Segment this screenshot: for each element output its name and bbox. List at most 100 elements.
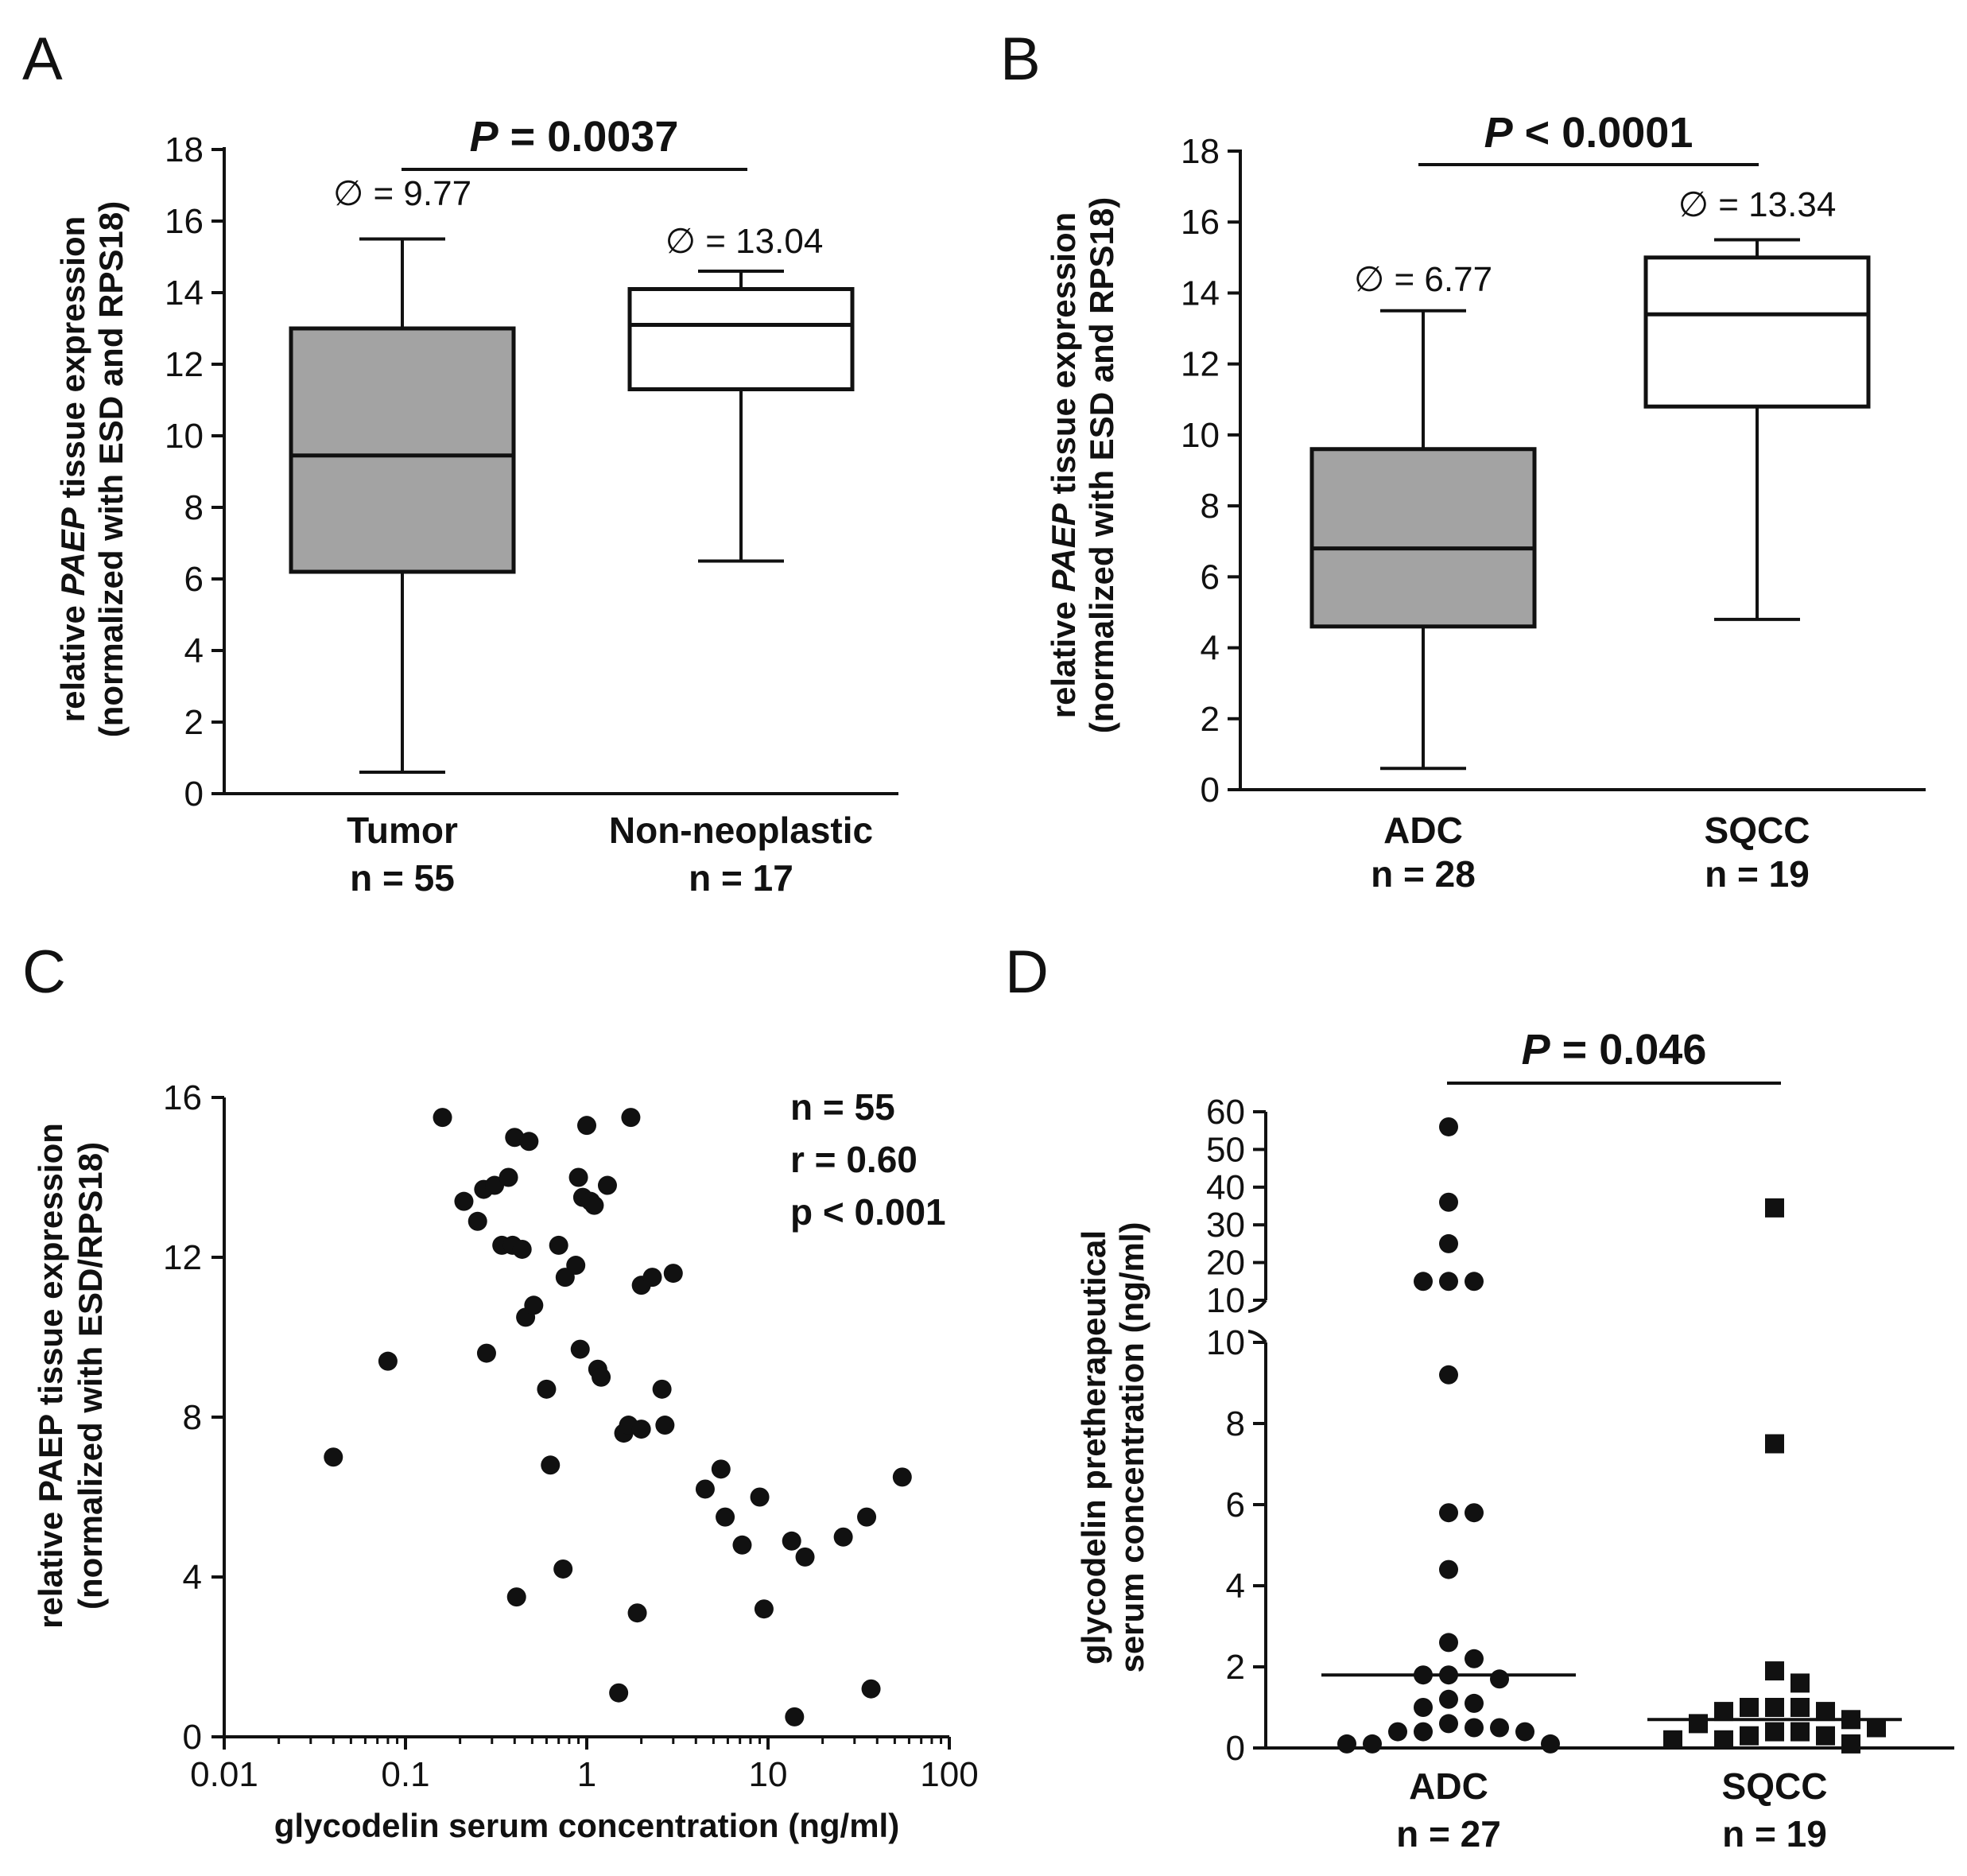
panel-d: D glycodelin pretherapeutical serum conc… bbox=[1005, 938, 1954, 1855]
scatter-point bbox=[711, 1459, 731, 1479]
scatter-point bbox=[857, 1507, 877, 1527]
non-neoplastic-category-label: Non-neoplastic bbox=[609, 810, 873, 851]
adc-point bbox=[1439, 1689, 1458, 1709]
panel-c-xtick-label: 1 bbox=[577, 1755, 596, 1794]
panel-d-y-axis-label: glycodelin pretherapeutical bbox=[1075, 1230, 1112, 1664]
panel-letter-d: D bbox=[1005, 938, 1049, 1006]
a-ytick-label: 2 bbox=[184, 703, 204, 742]
scatter-point bbox=[537, 1379, 557, 1399]
panel-b-adc-category-label: ADC bbox=[1383, 810, 1463, 851]
panel-c-x-axis-label: glycodelin serum concentration (ng/ml) bbox=[274, 1807, 899, 1844]
panel-c-y-axis-label: relative PAEP tissue expression bbox=[32, 1123, 69, 1629]
panel-d-ytick-label: 2 bbox=[1226, 1648, 1245, 1687]
non-neoplastic-mean-label: ∅ = 13.04 bbox=[665, 222, 824, 261]
scatter-point bbox=[795, 1547, 815, 1567]
panel-b-p-value: P < 0.0001 bbox=[1484, 109, 1693, 157]
sqcc-mean-label: ∅ = 13.34 bbox=[1678, 185, 1837, 224]
adc-point bbox=[1388, 1722, 1407, 1742]
scatter-point bbox=[568, 1167, 588, 1187]
panel-letter-b: B bbox=[1000, 25, 1041, 93]
sqcc-point bbox=[1765, 1661, 1784, 1681]
adc-box bbox=[1309, 309, 1537, 771]
a-ytick-label: 0 bbox=[184, 775, 204, 814]
adc-point bbox=[1439, 1365, 1458, 1385]
sqcc-point bbox=[1765, 1198, 1784, 1218]
adc-point bbox=[1465, 1649, 1484, 1668]
panel-a: A relative PAEP tissue expression (norma… bbox=[22, 25, 898, 899]
iqr-box bbox=[289, 326, 516, 574]
scatter-point bbox=[506, 1587, 526, 1607]
panel-b-y-axis-label-line2: (normalized with ESD and RPS18) bbox=[1083, 197, 1120, 733]
sqcc-point bbox=[1714, 1702, 1733, 1722]
scatter-point bbox=[642, 1268, 662, 1288]
sqcc-point bbox=[1740, 1726, 1759, 1746]
adc-point bbox=[1490, 1718, 1509, 1738]
scatter-point bbox=[378, 1351, 398, 1371]
scatter-point bbox=[695, 1479, 715, 1499]
panel-d-adc-n-label: n = 27 bbox=[1396, 1813, 1501, 1855]
panel-a-p-letter: P bbox=[470, 113, 499, 161]
panel-d-p-rest: = 0.046 bbox=[1550, 1026, 1707, 1074]
panel-c-xtick-label: 10 bbox=[749, 1755, 788, 1794]
panel-c-x-ticks: 0.01 0.1 1 10 100 bbox=[190, 1737, 979, 1794]
sqcc-point bbox=[1790, 1722, 1810, 1742]
scatter-point bbox=[499, 1167, 518, 1187]
scatter-point bbox=[577, 1116, 596, 1136]
scatter-point bbox=[892, 1467, 912, 1487]
adc-point bbox=[1363, 1734, 1382, 1754]
adc-point bbox=[1439, 1633, 1458, 1653]
adc-mean-label: ∅ = 6.77 bbox=[1354, 260, 1492, 299]
panel-b-sqcc-n-label: n = 19 bbox=[1705, 853, 1810, 895]
panel-c-points bbox=[324, 1108, 912, 1726]
sqcc-point bbox=[1816, 1702, 1835, 1722]
iqr-box bbox=[627, 287, 855, 391]
scatter-point bbox=[592, 1367, 611, 1387]
adc-point bbox=[1490, 1669, 1509, 1689]
panel-d-ytick-label: 30 bbox=[1206, 1206, 1245, 1245]
adc-point bbox=[1414, 1665, 1433, 1685]
b-ytick-label: 14 bbox=[1181, 274, 1220, 313]
iqr-box bbox=[1643, 255, 1871, 409]
adc-point bbox=[1337, 1734, 1356, 1754]
panel-d-ytick-label: 0 bbox=[1226, 1729, 1245, 1768]
scatter-point bbox=[621, 1108, 641, 1128]
adc-point bbox=[1465, 1718, 1484, 1738]
panel-d-sqcc-n-label: n = 19 bbox=[1722, 1813, 1827, 1855]
panel-letter-c: C bbox=[22, 938, 66, 1006]
scatter-point bbox=[750, 1487, 770, 1507]
panel-c-ytick-label: 4 bbox=[183, 1558, 202, 1597]
panel-c-xtick-label: 0.01 bbox=[190, 1755, 258, 1794]
a-ytick-label: 12 bbox=[165, 345, 204, 384]
panel-c: C relative PAEP tissue expression (norma… bbox=[22, 938, 979, 1844]
adc-point bbox=[1439, 1559, 1458, 1579]
sqcc-box bbox=[1643, 238, 1871, 621]
adc-point bbox=[1439, 1117, 1458, 1136]
panel-b-y-label-part1: relative bbox=[1045, 592, 1082, 718]
panel-c-stat-p: p < 0.001 bbox=[790, 1191, 946, 1233]
panel-d-points bbox=[1321, 1117, 1902, 1754]
a-ytick-label: 4 bbox=[184, 631, 204, 670]
scatter-point bbox=[609, 1683, 629, 1703]
panel-a-y-axis-label-line2: (normalized with ESD and RPS18) bbox=[92, 201, 130, 737]
panel-c-ytick-label: 0 bbox=[183, 1718, 202, 1757]
iqr-box bbox=[1309, 447, 1537, 629]
scatter-point bbox=[652, 1379, 672, 1399]
sqcc-point bbox=[1765, 1722, 1784, 1742]
non-neoplastic-n-label: n = 17 bbox=[689, 857, 793, 899]
scatter-point bbox=[454, 1191, 474, 1211]
a-ytick-label: 16 bbox=[165, 202, 204, 241]
panel-b-sqcc-category-label: SQCC bbox=[1705, 810, 1810, 851]
panel-a-p-value: P = 0.0037 bbox=[470, 113, 679, 161]
sqcc-point bbox=[1689, 1714, 1708, 1734]
panel-c-y-ticks: 0 4 8 12 16 bbox=[163, 1078, 224, 1757]
sqcc-point bbox=[1841, 1710, 1860, 1730]
sqcc-point bbox=[1790, 1698, 1810, 1717]
panel-a-p-rest: = 0.0037 bbox=[499, 113, 679, 161]
panel-d-ytick-label: 50 bbox=[1206, 1130, 1245, 1169]
adc-point bbox=[1414, 1698, 1433, 1717]
scatter-point bbox=[524, 1295, 544, 1315]
panel-d-ytick-label: 10 bbox=[1206, 1323, 1245, 1362]
scatter-point bbox=[782, 1531, 801, 1551]
